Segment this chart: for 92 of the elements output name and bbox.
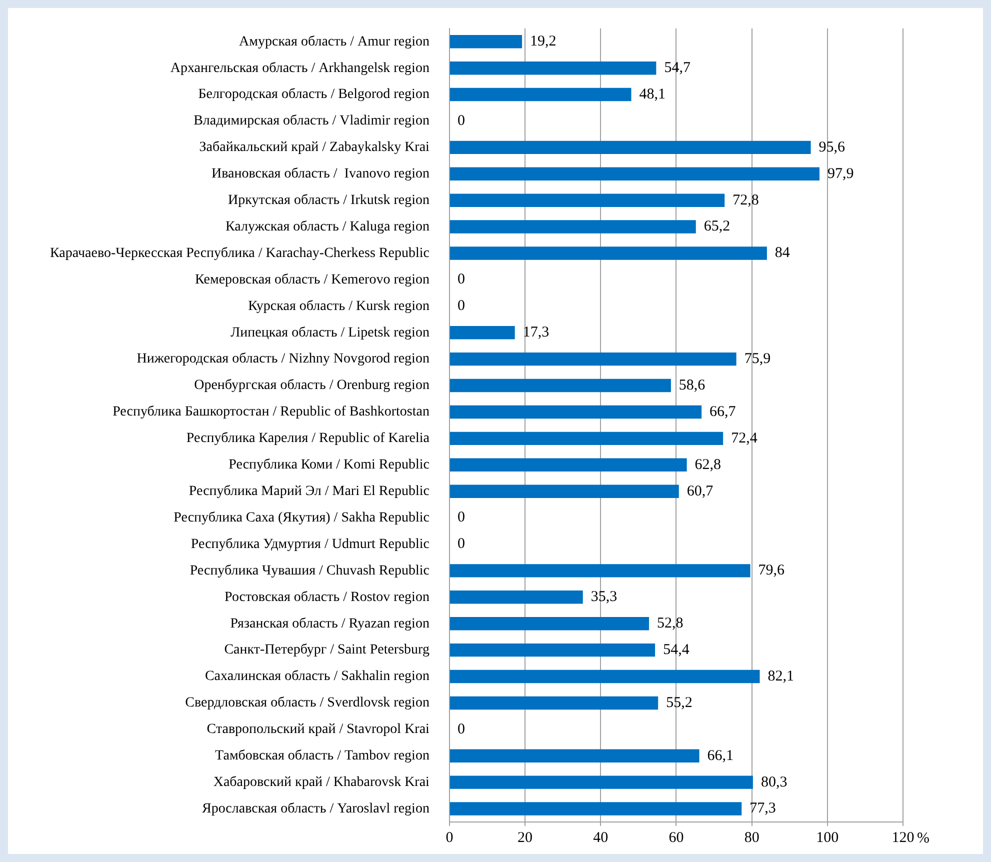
bar: [450, 352, 736, 366]
data-label: 82,1: [768, 668, 794, 684]
x-tick-label: 0: [446, 830, 454, 846]
y-tick-label: Республика Карелия / Republic of Karelia: [186, 431, 430, 446]
y-tick-label: Республика Коми / Komi Republic: [228, 458, 430, 473]
data-label: 75,9: [744, 351, 771, 368]
y-tick-label: Хабаровский край / Khabarovsk Krai: [213, 774, 430, 790]
y-tick-label: Республика Саха (Якутия) / Sakha Republic: [174, 510, 430, 526]
x-tick-label: 60: [668, 830, 684, 846]
bar: [450, 246, 767, 260]
y-tick-label: Тамбовская область / Tambov region: [215, 748, 430, 764]
bar: [450, 616, 650, 630]
y-tick-label: Иркутская область / Irkutsk region: [228, 193, 430, 208]
data-label: 66,1: [707, 748, 734, 764]
bar: [450, 326, 515, 340]
data-label: 0: [457, 510, 465, 526]
x-tick-label: 100: [816, 830, 839, 846]
y-tick-label: Ростовская область / Rostov region: [224, 590, 430, 605]
bar: [450, 220, 696, 234]
y-tick-label: Кемеровская область / Kemerovo region: [194, 272, 430, 288]
data-label: 48,1: [639, 86, 666, 102]
data-label: 0: [457, 721, 465, 738]
data-label: 97,9: [827, 166, 854, 182]
bar: [450, 405, 702, 419]
bar: [450, 61, 656, 75]
data-label: 84: [774, 245, 790, 262]
bar: [450, 484, 679, 498]
bar: [450, 167, 820, 181]
data-label: 80,3: [760, 774, 788, 790]
y-tick-label: Ставропольский край / Stavropol Krai: [206, 722, 430, 738]
bar: [450, 35, 522, 48]
data-label: 58,6: [678, 377, 706, 394]
y-tick-label: Ярославская область / Yaroslavl region: [202, 801, 430, 816]
data-label: 54,4: [663, 642, 690, 658]
x-tick-label: 80: [744, 830, 760, 846]
bar: [450, 776, 753, 789]
x-tick-label: 120: [892, 830, 914, 846]
y-tick-label: Нижегородская область / Nizhny Novgorod region: [136, 352, 430, 367]
y-tick-label: Республика Марий Эл / Mari El Republic: [188, 484, 430, 500]
data-label: 95,6: [818, 139, 846, 156]
data-label: 72,8: [732, 192, 759, 208]
data-label: 17,3: [522, 324, 550, 341]
y-tick-label: Оренбургская область / Orenburg region: [194, 378, 430, 394]
data-label: 0: [457, 298, 465, 314]
y-tick-label: Липецкая область / Lipetsk region: [230, 325, 430, 340]
bar: [450, 749, 700, 762]
y-tick-label: Республика Башкортостан / Republic of Bashkortostan: [112, 404, 430, 420]
data-label: 19,2: [530, 34, 556, 50]
y-tick-label: Архангельская область / Arkhangelsk region: [170, 60, 430, 76]
y-tick-label: Белгородская область / Belgorod region: [198, 87, 430, 102]
data-label: 54,7: [664, 60, 691, 76]
y-tick-label: Курская область / Kursk region: [248, 298, 430, 314]
bar: [450, 378, 671, 392]
bar: [450, 643, 656, 657]
y-tick-label: Амурская область / Amur region: [239, 34, 430, 50]
y-tick-label: Владимирская область / Vladimir region: [194, 114, 430, 129]
data-label: 0: [457, 272, 465, 288]
data-label: 77,3: [750, 800, 776, 817]
bar: [450, 88, 632, 102]
y-tick-label: Свердловская область / Sverdlovsk region: [185, 696, 430, 711]
data-label: 0: [457, 112, 465, 129]
y-tick-label: Санкт-Петербург / Saint Petersburg: [224, 642, 430, 658]
y-tick-label: Забайкальский край / Zabaykalsky Krai: [199, 140, 430, 156]
y-tick-label: Калужская область / Kaluga region: [226, 219, 430, 234]
bar: [450, 194, 725, 207]
data-label: 52,8: [657, 616, 684, 632]
x-tick-label: 20: [518, 830, 533, 846]
bar: [450, 590, 583, 604]
data-label: 60,7: [686, 483, 714, 500]
data-label: 62,8: [694, 456, 722, 473]
data-label: 66,7: [710, 404, 736, 420]
y-tick-label: Ивановская область / Ivanovo region: [212, 166, 430, 182]
data-label: 65,2: [704, 218, 730, 235]
data-label: 35,3: [590, 589, 618, 606]
y-tick-label: Республика Чувашия / Chuvash Republic: [190, 563, 430, 578]
y-tick-label: Карачаево-Черкесская Республика / Karachay-Cherkess Republic: [50, 246, 430, 261]
y-tick-label: Республика Удмуртия / Udmurt Republic: [190, 536, 430, 552]
data-label: 0: [457, 536, 465, 552]
bar: [450, 670, 760, 684]
x-tick-label: 40: [593, 830, 608, 846]
bar: [450, 140, 811, 154]
bar: [450, 564, 750, 578]
data-label: 79,6: [758, 562, 786, 579]
y-tick-label: Сахалинская область / Sakhalin region: [204, 669, 430, 684]
x-axis-title: %: [917, 830, 930, 846]
data-label: 72,4: [731, 430, 758, 446]
bar: [450, 432, 724, 446]
bar: [450, 802, 742, 816]
bar: [450, 696, 658, 710]
bar: [450, 458, 687, 472]
data-label: 55,2: [666, 694, 692, 711]
y-tick-label: Рязанская область / Ryazan region: [230, 616, 430, 632]
